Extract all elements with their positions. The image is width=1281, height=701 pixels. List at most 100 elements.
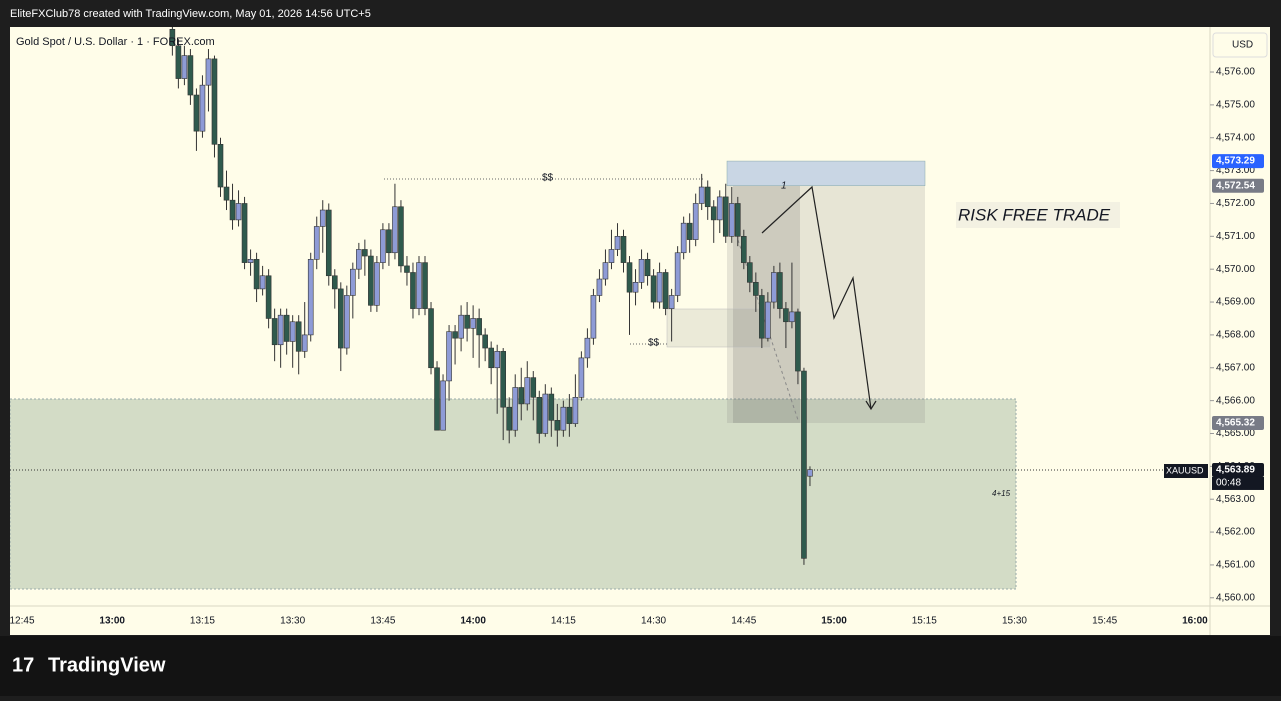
- y-tick-label: 4,570.00: [1216, 264, 1255, 275]
- annotation: RISK FREE TRADE: [958, 205, 1111, 224]
- candle-body: [734, 203, 741, 237]
- candle-body: [698, 186, 705, 204]
- y-tick-label: 4,576.00: [1216, 67, 1255, 78]
- y-tick-label: 4,563.00: [1216, 494, 1255, 505]
- y-tick-label: 4,572.00: [1216, 198, 1255, 209]
- candle-body: [247, 259, 254, 263]
- small-box: [666, 308, 771, 348]
- logo-mark: 17: [12, 654, 34, 676]
- candle-body: [313, 226, 320, 260]
- candle-body: [253, 259, 260, 290]
- y-tick-label: 4,569.00: [1216, 297, 1255, 308]
- candle-body: [368, 255, 374, 306]
- candle-body: [440, 380, 446, 431]
- candle-body: [241, 203, 248, 263]
- candle-body: [602, 262, 609, 280]
- annotation: $$: [648, 338, 660, 349]
- candle-body: [344, 295, 350, 349]
- candle-body: [404, 265, 410, 273]
- candle-body: [626, 262, 633, 293]
- candle-body: [542, 393, 549, 434]
- candle-body: [271, 318, 278, 346]
- y-tick-label: 4,571.00: [1216, 231, 1255, 242]
- x-tick-label: 15:00: [821, 616, 847, 627]
- candle-body: [801, 370, 807, 559]
- candle-body: [512, 387, 519, 431]
- candle-body: [476, 318, 482, 336]
- candle-body: [783, 308, 789, 323]
- candle-body: [187, 55, 194, 96]
- candle-body: [259, 275, 266, 290]
- candle-body: [638, 259, 645, 283]
- candle-body: [211, 58, 218, 145]
- header: EliteFXClub78 created with TradingView.c…: [10, 8, 371, 20]
- x-tick-label: 13:30: [280, 616, 305, 627]
- candle-body: [548, 393, 555, 421]
- candle-body: [482, 334, 488, 349]
- candle-body: [596, 278, 603, 296]
- candle-body: [488, 347, 494, 369]
- candle-body: [710, 206, 717, 221]
- currency-box: [1212, 32, 1268, 58]
- price-tag: [1212, 154, 1264, 169]
- candle-body: [464, 314, 470, 329]
- candle-body: [205, 58, 212, 86]
- candle-body: [386, 229, 392, 254]
- candles: [169, 27, 813, 565]
- currency: USD: [1232, 40, 1253, 51]
- candle-body: [728, 203, 735, 237]
- candle-body: [398, 206, 404, 267]
- price-tag: [1212, 462, 1264, 477]
- candle-body: [350, 268, 356, 296]
- candle-body: [283, 314, 290, 342]
- candle-body: [632, 282, 639, 293]
- candle-body: [217, 144, 224, 188]
- y-tick-label: 4,575.00: [1216, 100, 1255, 111]
- candle-body: [740, 236, 747, 263]
- price-tag: [1212, 178, 1264, 193]
- x-tick-label: 15:15: [912, 616, 937, 627]
- candle-body: [446, 331, 452, 382]
- drawings: [10, 160, 1210, 590]
- arrow-head: [865, 400, 877, 411]
- target-box: [726, 160, 926, 186]
- price-tag-label: 4,573.29: [1216, 156, 1255, 167]
- x-tick-label: 14:45: [731, 616, 756, 627]
- candle-body: [319, 209, 326, 227]
- candle-body: [578, 357, 585, 398]
- candle-body: [722, 196, 729, 237]
- annotation: $$: [542, 173, 554, 184]
- candle-body: [518, 387, 525, 405]
- candle-body: [374, 262, 380, 306]
- y-tick-label: 4,561.00: [1216, 560, 1255, 571]
- projection: [761, 185, 872, 410]
- note-bg: [956, 202, 1120, 228]
- candle-body: [650, 275, 657, 303]
- candle-body: [331, 275, 338, 290]
- footer: [0, 636, 1281, 696]
- candle-body: [458, 314, 464, 339]
- candle-body: [753, 282, 759, 296]
- candle-body: [686, 222, 693, 240]
- candle-body: [716, 196, 723, 221]
- candle-body: [524, 377, 531, 405]
- price-tag-label: 4,565.32: [1216, 418, 1255, 429]
- x-tick-label: 14:30: [641, 616, 666, 627]
- x-tick-label: 12:45: [9, 616, 34, 627]
- candle-body: [416, 262, 422, 309]
- candle-body: [392, 206, 398, 254]
- candle-body: [295, 321, 302, 352]
- candle-body: [771, 272, 777, 303]
- candle-body: [325, 209, 332, 277]
- candle-body: [193, 94, 200, 132]
- candle-body: [614, 236, 621, 250]
- candle-body: [536, 397, 543, 434]
- x-tick-label: 15:30: [1002, 616, 1027, 627]
- x-tick-label: 16:00: [1182, 616, 1208, 627]
- candle-body: [590, 295, 597, 339]
- brand: TradingView: [48, 654, 166, 676]
- candle-body: [265, 275, 272, 319]
- symbol: XAUUSD: [1166, 465, 1204, 475]
- candle-body: [470, 318, 476, 329]
